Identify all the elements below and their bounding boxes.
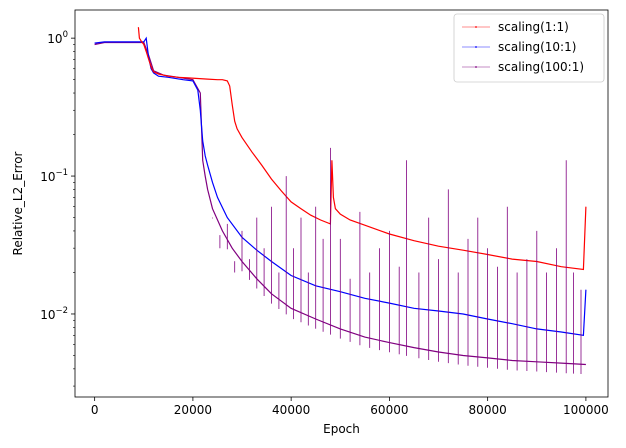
series-line-1	[137, 27, 587, 271]
y-axis: 10−2 10−1 100	[40, 30, 75, 387]
x-tick-label: 100000	[563, 403, 609, 417]
legend-marker	[475, 66, 477, 68]
x-tick-label: 40000	[272, 403, 310, 417]
series-line-3	[94, 41, 586, 366]
x-tick-label: 0	[91, 403, 99, 417]
x-tick-label: 20000	[174, 403, 212, 417]
x-tick-label: 80000	[469, 403, 507, 417]
series-layer	[94, 27, 587, 374]
legend-marker	[475, 46, 477, 48]
legend-label: scaling(10:1)	[498, 40, 576, 54]
legend-marker	[475, 26, 477, 28]
x-axis: 0 20000 40000 60000 80000 100000	[91, 397, 609, 417]
plot-frame	[74, 9, 609, 398]
y-axis-label: Relative_L2_Error	[11, 151, 25, 255]
y-tick-label: 10−1	[40, 168, 68, 184]
x-axis-label: Epoch	[323, 422, 360, 436]
legend-box	[453, 13, 605, 83]
legend-label: scaling(1:1)	[498, 20, 569, 34]
legend-label: scaling(100:1)	[498, 60, 584, 74]
x-tick-label: 60000	[370, 403, 408, 417]
y-tick-label: 100	[47, 30, 68, 46]
y-tick-label: 10−2	[40, 306, 68, 322]
legend: scaling(1:1) scaling(10:1) scaling(100:1)	[453, 13, 605, 83]
